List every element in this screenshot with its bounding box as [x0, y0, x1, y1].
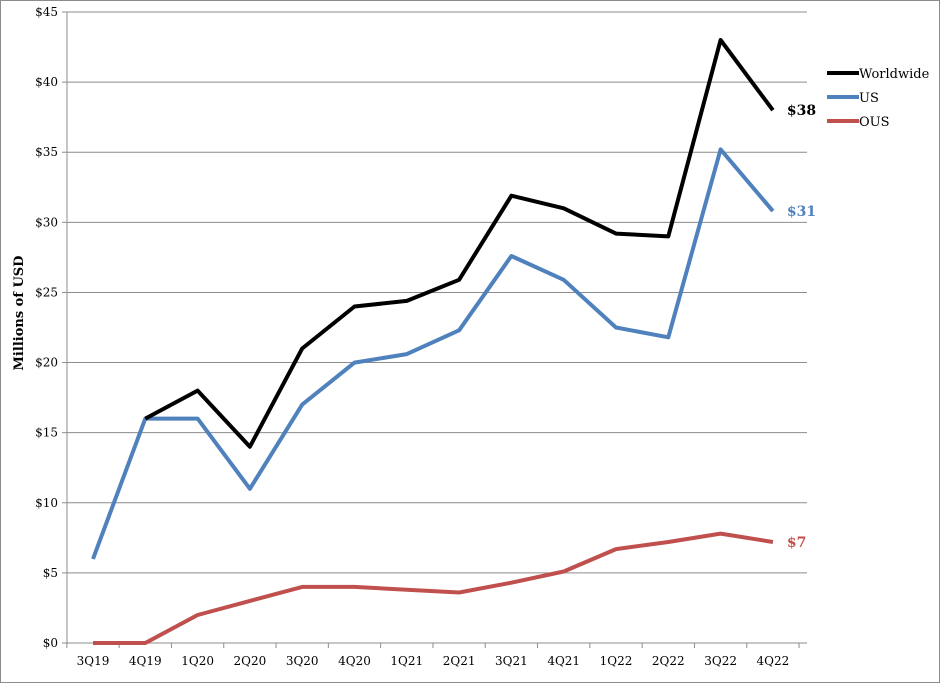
series-line-worldwide	[144, 38, 775, 449]
x-tick-label: 4Q20	[338, 654, 371, 668]
x-tick-label: 3Q19	[77, 654, 110, 668]
x-tick-label: 3Q20	[286, 654, 319, 668]
x-tick-label: 1Q21	[390, 654, 423, 668]
y-tick-label: $40	[35, 75, 58, 89]
y-tick-label: $10	[35, 496, 58, 510]
end-label-worldwide: $38	[787, 103, 816, 119]
y-tick-label: $30	[35, 215, 58, 229]
x-tick-label: 4Q21	[547, 654, 580, 668]
legend-label-ous: OUS	[859, 115, 890, 130]
legend-label-worldwide: Worldwide	[859, 67, 930, 82]
x-tick-label: 4Q22	[757, 654, 790, 668]
grid-lines	[67, 11, 807, 574]
x-tick-label: 1Q22	[600, 654, 633, 668]
y-tick-label: $35	[35, 145, 58, 159]
axes	[66, 12, 807, 644]
series-lines	[91, 38, 775, 645]
end-label-ous: $7	[787, 535, 806, 551]
legend: Worldwide US OUS	[827, 67, 930, 130]
y-tick-label: $5	[43, 566, 58, 580]
y-tick-label: $45	[35, 5, 58, 19]
x-tick-label: 4Q19	[129, 654, 162, 668]
x-tick-label: 2Q20	[234, 654, 267, 668]
x-axis-ticks: 3Q19 4Q19 1Q20 2Q20 3Q20 4Q20 1Q21 2Q21 3Q21 4Q21…	[66, 643, 800, 668]
x-tick-label: 1Q20	[181, 654, 214, 668]
series-line-us	[91, 147, 775, 560]
y-tick-label: $20	[35, 356, 58, 370]
x-tick-label: 2Q22	[652, 654, 685, 668]
end-label-us: $31	[787, 204, 816, 220]
x-tick-label: 3Q21	[495, 654, 528, 668]
series-line-ous	[93, 531, 774, 645]
y-tick-label: $0	[43, 636, 58, 650]
x-tick-label: 3Q22	[704, 654, 737, 668]
series-end-labels: $38 $31 $7	[787, 103, 816, 551]
y-axis-title: Millions of USD	[12, 256, 27, 371]
legend-label-us: US	[859, 91, 879, 106]
y-tick-label: $15	[35, 426, 58, 440]
x-tick-label: 2Q21	[443, 654, 476, 668]
y-axis-ticks: $0 $5 $10 $15 $20 $25 $30 $35 $40 $45	[35, 5, 67, 650]
y-tick-label: $25	[35, 285, 58, 299]
